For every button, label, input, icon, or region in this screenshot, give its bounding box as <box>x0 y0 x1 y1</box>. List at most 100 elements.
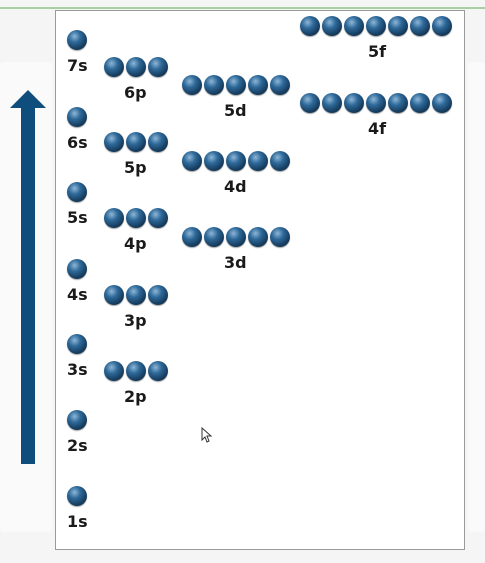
sublevel-6s: 6s <box>67 107 97 151</box>
sublevel-2s: 2s <box>67 410 97 454</box>
orbital-row <box>104 285 168 305</box>
orbital-circle <box>148 57 168 77</box>
orbital-circle <box>366 93 386 113</box>
orbital-circle <box>126 208 146 228</box>
sublevel-label: 6s <box>67 133 88 152</box>
sublevel-label: 7s <box>67 56 88 75</box>
orbital-row <box>104 132 168 152</box>
energy-arrow-icon <box>10 90 46 464</box>
orbital-circle <box>67 259 87 279</box>
orbital-circle <box>432 93 452 113</box>
orbital-row <box>182 151 290 171</box>
orbital-circle <box>104 132 124 152</box>
orbital-circle <box>67 410 87 430</box>
orbital-row <box>300 93 452 113</box>
sublevel-3s: 3s <box>67 334 97 378</box>
orbital-circle <box>148 132 168 152</box>
orbital-row <box>67 182 87 202</box>
orbital-circle <box>344 16 364 36</box>
orbital-row <box>182 227 290 247</box>
orbital-circle <box>204 227 224 247</box>
orbital-circle <box>182 75 202 95</box>
sublevel-3p: 3p <box>104 285 174 329</box>
sublevel-label: 1s <box>67 512 88 531</box>
sublevel-5d: 5d <box>182 75 294 119</box>
orbital-circle <box>148 361 168 381</box>
orbital-circle <box>204 151 224 171</box>
orbital-circle <box>432 16 452 36</box>
orbital-circle <box>270 75 290 95</box>
sublevel-label: 5s <box>67 208 88 227</box>
sublevel-label: 3s <box>67 360 88 379</box>
sublevel-4s: 4s <box>67 259 97 303</box>
sublevel-label: 6p <box>124 83 147 102</box>
orbital-circle <box>322 93 342 113</box>
orbital-circle <box>104 361 124 381</box>
orbital-circle <box>126 361 146 381</box>
sublevel-2p: 2p <box>104 361 174 405</box>
orbital-circle <box>148 285 168 305</box>
orbital-circle <box>270 151 290 171</box>
orbital-circle <box>248 75 268 95</box>
background-tile <box>468 62 485 532</box>
orbital-circle <box>226 151 246 171</box>
orbital-circle <box>67 334 87 354</box>
orbital-row <box>182 75 290 95</box>
orbital-circle <box>67 182 87 202</box>
orbital-circle <box>226 75 246 95</box>
orbital-circle <box>366 16 386 36</box>
sublevel-5p: 5p <box>104 132 174 176</box>
mouse-cursor-icon <box>201 427 213 443</box>
orbital-circle <box>104 208 124 228</box>
sublevel-1s: 1s <box>67 486 97 530</box>
orbital-circle <box>300 93 320 113</box>
orbital-row <box>67 410 87 430</box>
orbital-circle <box>182 151 202 171</box>
sublevel-label: 4p <box>124 234 147 253</box>
orbital-diagram-panel: 1s 2s 2p 3s 3p 3d 4s <box>55 10 465 550</box>
orbital-row <box>300 16 452 36</box>
orbital-circle <box>410 16 430 36</box>
orbital-row <box>104 361 168 381</box>
sublevel-label: 4s <box>67 285 88 304</box>
orbital-circle <box>126 285 146 305</box>
orbital-circle <box>104 285 124 305</box>
sublevel-4p: 4p <box>104 208 174 252</box>
sublevel-label: 4d <box>224 177 247 196</box>
orbital-circle <box>322 16 342 36</box>
sublevel-6p: 6p <box>104 57 174 101</box>
orbital-circle <box>182 227 202 247</box>
sublevel-3d: 3d <box>182 227 294 271</box>
orbital-row <box>67 259 87 279</box>
orbital-circle <box>67 107 87 127</box>
sublevel-7s: 7s <box>67 30 97 74</box>
orbital-circle <box>300 16 320 36</box>
orbital-circle <box>126 57 146 77</box>
orbital-circle <box>226 227 246 247</box>
orbital-circle <box>248 151 268 171</box>
sublevel-label: 3p <box>124 311 147 330</box>
orbital-circle <box>67 486 87 506</box>
sublevel-label: 5p <box>124 158 147 177</box>
sublevel-label: 3d <box>224 253 247 272</box>
orbital-circle <box>410 93 430 113</box>
orbital-circle <box>126 132 146 152</box>
sublevel-label: 2p <box>124 387 147 406</box>
orbital-circle <box>388 93 408 113</box>
orbital-circle <box>344 93 364 113</box>
orbital-row <box>67 30 87 50</box>
orbital-circle <box>204 75 224 95</box>
orbital-row <box>67 107 87 127</box>
top-divider-line <box>0 7 485 9</box>
sublevel-5s: 5s <box>67 182 97 226</box>
orbital-row <box>104 208 168 228</box>
orbital-circle <box>67 30 87 50</box>
sublevel-5f: 5f <box>300 16 458 60</box>
sublevel-label: 5f <box>368 42 387 61</box>
orbital-row <box>67 486 87 506</box>
sublevel-label: 5d <box>224 101 247 120</box>
sublevel-label: 2s <box>67 436 88 455</box>
sublevel-label: 4f <box>368 119 387 138</box>
orbital-circle <box>388 16 408 36</box>
